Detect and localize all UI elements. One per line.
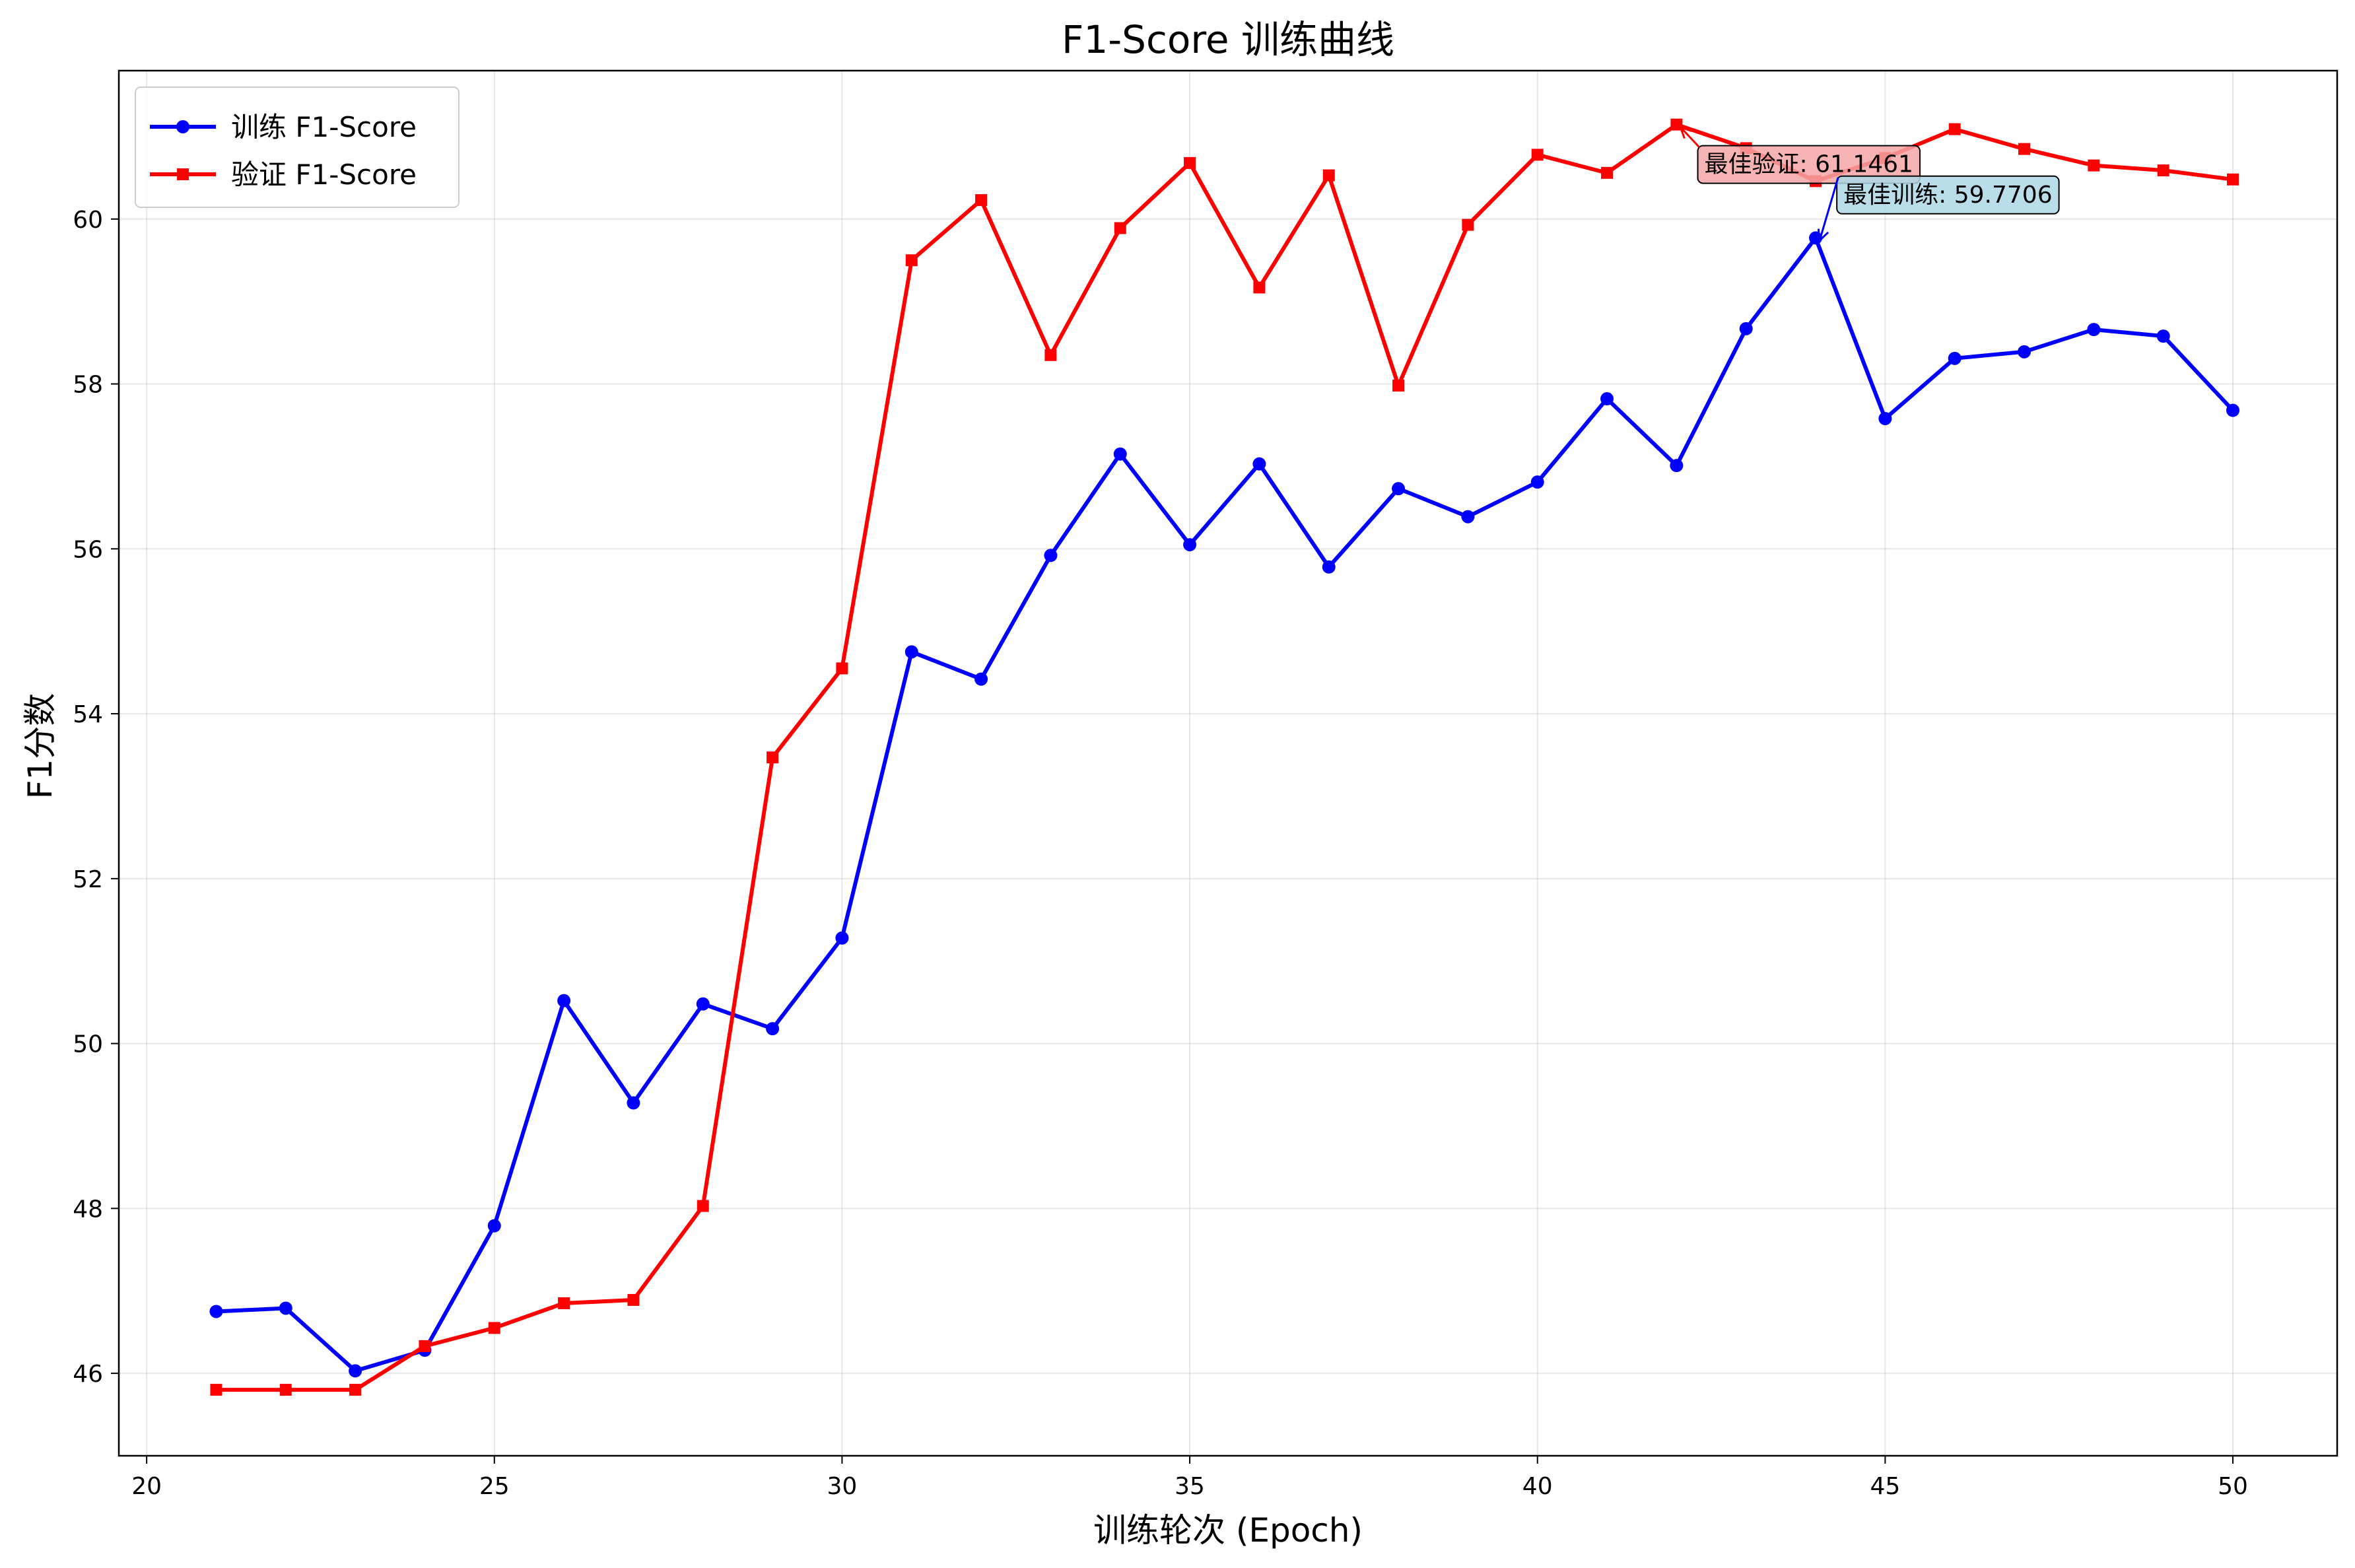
y-tick-label: 48 bbox=[73, 1196, 103, 1223]
legend-marker bbox=[177, 168, 189, 180]
data-point bbox=[1392, 482, 1406, 496]
y-axis-label: F1分数 bbox=[21, 693, 59, 800]
plot-frame bbox=[118, 69, 2338, 1457]
y-tick-label: 46 bbox=[73, 1361, 103, 1388]
annotation-box bbox=[1836, 175, 2060, 215]
data-point bbox=[905, 254, 918, 267]
data-point bbox=[1878, 411, 1892, 425]
annotation-arrowhead bbox=[1817, 228, 1829, 243]
y-tick-label: 60 bbox=[73, 207, 103, 234]
legend: 训练 F1-Score 验证 F1-Score bbox=[135, 86, 460, 208]
data-point bbox=[697, 1200, 709, 1212]
x-axis-label: 训练轮次 (Epoch) bbox=[1093, 1511, 1363, 1550]
data-point bbox=[1600, 392, 1614, 406]
data-point bbox=[904, 645, 918, 659]
data-point bbox=[1183, 538, 1197, 552]
data-point bbox=[1252, 457, 1266, 471]
data-point bbox=[767, 751, 779, 764]
data-point bbox=[558, 1297, 570, 1309]
y-tick-label: 58 bbox=[73, 372, 103, 399]
annotation-box bbox=[1697, 145, 1921, 184]
data-point bbox=[1044, 349, 1057, 361]
annotation-2: 最佳训练: 59.7706 bbox=[1817, 175, 2060, 243]
series-line-1 bbox=[216, 236, 2235, 1373]
annotations: 最佳验证: 61.1461 最佳训练: 59.7706 bbox=[1678, 125, 2060, 243]
data-point bbox=[1044, 549, 1058, 562]
data-point bbox=[1461, 510, 1475, 524]
data-point bbox=[1322, 169, 1335, 182]
x-tick-label: 45 bbox=[1870, 1473, 1900, 1500]
data-point bbox=[2156, 329, 2170, 343]
data-point bbox=[1948, 123, 1961, 135]
data-point bbox=[627, 1293, 640, 1306]
data-point bbox=[835, 931, 849, 945]
data-point bbox=[766, 1022, 780, 1036]
data-point bbox=[487, 1219, 501, 1233]
data-point bbox=[2087, 323, 2101, 337]
data-point bbox=[209, 1305, 223, 1318]
data-point bbox=[349, 1364, 362, 1378]
data-point bbox=[1322, 560, 1336, 574]
x-tick-label: 30 bbox=[827, 1473, 858, 1500]
data-point bbox=[419, 1340, 431, 1352]
x-tick-label: 20 bbox=[131, 1473, 162, 1500]
data-point bbox=[488, 1322, 500, 1334]
data-point bbox=[1531, 149, 1544, 161]
legend-label: 训练 F1-Score bbox=[231, 111, 417, 143]
annotation-1: 最佳验证: 61.1461 bbox=[1678, 125, 1921, 184]
data-point bbox=[836, 662, 848, 675]
legend-box bbox=[135, 86, 460, 208]
annotation-arrow bbox=[1818, 177, 1839, 241]
data-point bbox=[349, 1384, 362, 1396]
data-point bbox=[2226, 403, 2240, 417]
data-point bbox=[1948, 351, 1962, 365]
legend-label: 验证 F1-Score bbox=[231, 158, 417, 191]
data-point bbox=[2088, 159, 2100, 172]
y-tick-label: 50 bbox=[73, 1031, 103, 1058]
x-tick-label: 35 bbox=[1175, 1473, 1205, 1500]
data-point bbox=[1392, 380, 1405, 392]
grid bbox=[119, 71, 2337, 1456]
data-point bbox=[279, 1384, 292, 1396]
y-tick-label: 52 bbox=[73, 866, 103, 893]
annotation-arrowhead bbox=[1678, 125, 1692, 139]
data-point bbox=[696, 997, 710, 1011]
data-point bbox=[1114, 222, 1126, 234]
data-point bbox=[1601, 166, 1614, 179]
data-point bbox=[557, 994, 571, 1007]
data-point bbox=[1253, 281, 1266, 294]
annotation-arrow bbox=[1680, 126, 1700, 148]
y-tick-label: 56 bbox=[73, 536, 103, 563]
data-point bbox=[1530, 475, 1544, 489]
legend-marker bbox=[176, 120, 189, 133]
data-point bbox=[974, 672, 988, 686]
data-point bbox=[210, 1384, 222, 1396]
data-point bbox=[627, 1096, 640, 1110]
data-point bbox=[1739, 322, 1753, 335]
data-point bbox=[2227, 173, 2239, 186]
annotation-text: 最佳验证: 61.1461 bbox=[1705, 151, 1913, 178]
data-point bbox=[975, 194, 988, 207]
data-point bbox=[2018, 143, 2031, 155]
data-point bbox=[1184, 156, 1196, 169]
data-point bbox=[2018, 345, 2031, 358]
x-tick-label: 40 bbox=[1522, 1473, 1553, 1500]
data-point bbox=[279, 1301, 292, 1315]
data-point bbox=[1113, 447, 1127, 461]
annotation-text: 最佳训练: 59.7706 bbox=[1843, 182, 2052, 209]
x-tick-label: 25 bbox=[479, 1473, 510, 1500]
y-tick-label: 54 bbox=[73, 701, 103, 728]
data-point bbox=[1462, 219, 1474, 231]
data-point bbox=[2157, 164, 2169, 177]
x-tick-label: 50 bbox=[2218, 1473, 2248, 1500]
data-point bbox=[1670, 118, 1683, 131]
data-point bbox=[1670, 459, 1684, 473]
axes: 20 25 30 35 40 45 50 46 48 50 52 54 56 58 60 bbox=[73, 69, 2338, 1500]
chart-title: F1-Score 训练曲线 bbox=[1062, 17, 1394, 62]
